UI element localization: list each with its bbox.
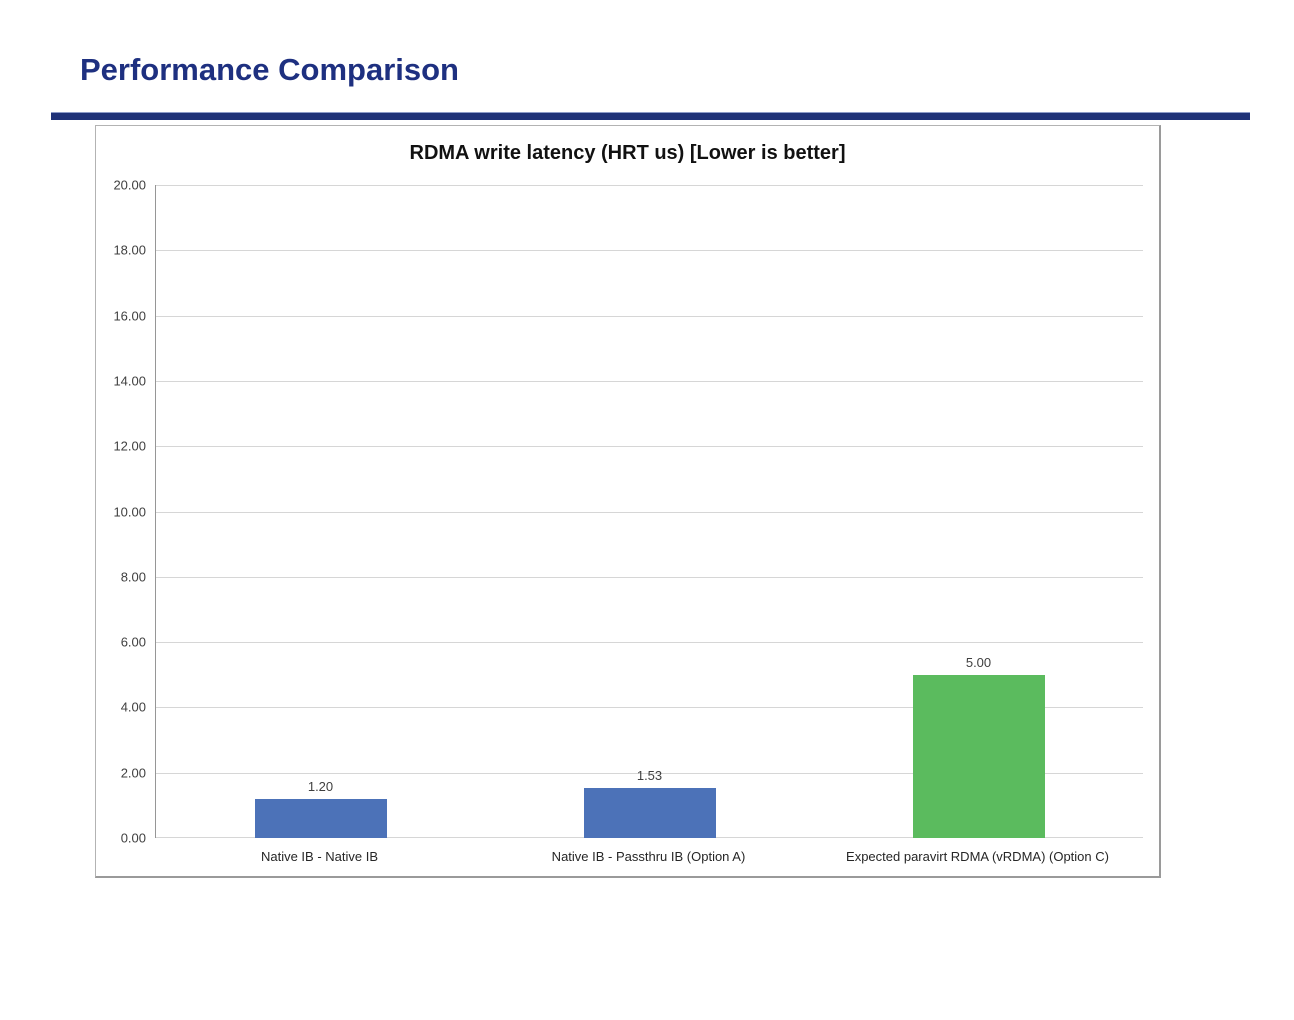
y-tick-label: 0.00	[120, 830, 146, 846]
gridline	[156, 772, 1143, 774]
y-tick-label: 4.00	[120, 699, 146, 715]
y-tick-label: 6.00	[120, 634, 146, 650]
chart-frame: RDMA write latency (HRT us) [Lower is be…	[95, 125, 1161, 878]
bar	[583, 788, 716, 838]
page-title: Performance Comparison	[80, 52, 459, 87]
x-axis-labels: Native IB - Native IB Native IB - Passthr…	[155, 842, 1143, 872]
x-category-label: Expected paravirt RDMA (vRDMA) (Option C…	[846, 849, 1109, 864]
bar-value-label: 1.53	[636, 768, 663, 784]
bar	[912, 674, 1045, 838]
x-category-label: Native IB - Native IB	[260, 849, 379, 864]
y-tick-label: 2.00	[120, 765, 146, 781]
y-tick-label: 14.00	[113, 373, 146, 389]
y-tick-label: 18.00	[113, 242, 146, 258]
y-tick-label: 10.00	[113, 504, 146, 519]
gridline	[156, 511, 1143, 513]
chart-title: RDMA write latency (HRT us) [Lower is be…	[409, 142, 846, 164]
gridline	[156, 446, 1143, 448]
bar-value-label: 1.20	[307, 778, 334, 794]
plot-area: 1.20 1.53 5.00	[155, 185, 1143, 838]
y-tick-label: 20.00	[113, 177, 146, 193]
y-axis-labels: 0.00 2.00 4.00 6.00 8.00 10.00 12.00 14.00 16.00…	[96, 178, 146, 846]
gridline	[156, 642, 1143, 644]
gridline	[156, 380, 1143, 382]
gridline	[156, 576, 1143, 578]
y-tick-label: 16.00	[113, 308, 146, 324]
y-tick-label: 8.00	[120, 569, 146, 585]
y-tick-label: 12.00	[113, 438, 146, 454]
gridline	[156, 185, 1143, 186]
x-category-label: Native IB - Passthru IB (Option A)	[551, 849, 746, 864]
gridline	[156, 707, 1143, 709]
bar	[254, 798, 387, 838]
bar-value-label: 5.00	[965, 654, 992, 670]
gridline	[156, 315, 1143, 317]
title-rule	[51, 112, 1250, 120]
gridline	[156, 250, 1143, 252]
